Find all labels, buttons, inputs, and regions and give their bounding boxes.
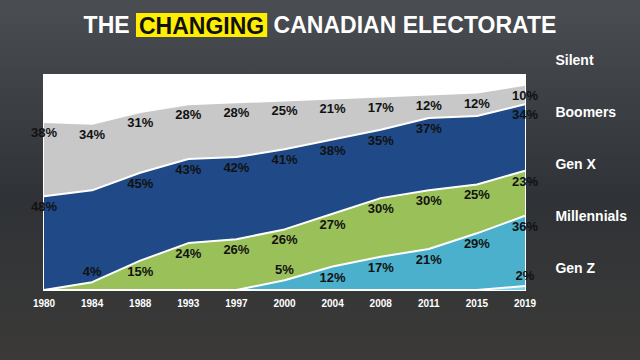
svg-text:23%: 23% [512,174,538,189]
svg-text:Millennials: Millennials [555,208,627,224]
svg-text:30%: 30% [416,193,442,208]
svg-text:41%: 41% [271,152,297,167]
svg-text:43%: 43% [175,162,201,177]
svg-text:2008: 2008 [370,298,393,309]
svg-text:2015: 2015 [466,298,489,309]
svg-text:26%: 26% [271,232,297,247]
svg-text:34%: 34% [512,107,538,122]
svg-text:1997: 1997 [225,298,248,309]
svg-text:2011: 2011 [418,298,440,309]
svg-text:CANADIAN: CANADIAN [274,12,397,38]
svg-text:THE: THE [84,12,130,38]
svg-text:26%: 26% [223,242,249,257]
svg-text:29%: 29% [464,236,490,251]
svg-text:2000: 2000 [273,298,296,309]
svg-text:30%: 30% [368,201,394,216]
svg-text:2019: 2019 [514,298,537,309]
svg-text:45%: 45% [127,176,153,191]
svg-text:36%: 36% [512,219,538,234]
svg-text:5%: 5% [275,262,294,277]
svg-text:21%: 21% [320,101,346,116]
svg-text:34%: 34% [79,127,105,142]
svg-text:38%: 38% [31,125,57,140]
svg-text:Gen X: Gen X [555,156,596,172]
svg-text:17%: 17% [368,260,394,275]
svg-text:21%: 21% [416,252,442,267]
svg-text:27%: 27% [320,217,346,232]
svg-text:17%: 17% [368,100,394,115]
svg-text:10%: 10% [512,88,538,103]
svg-text:12%: 12% [320,270,346,285]
svg-text:24%: 24% [175,246,201,261]
svg-text:25%: 25% [271,103,297,118]
svg-text:2004: 2004 [321,298,344,309]
svg-text:Gen Z: Gen Z [555,260,595,276]
svg-text:42%: 42% [223,160,249,175]
svg-text:Silent: Silent [555,52,593,68]
svg-text:35%: 35% [368,133,394,148]
svg-text:28%: 28% [223,105,249,120]
svg-text:Boomers: Boomers [555,104,616,120]
svg-text:1984: 1984 [81,298,104,309]
svg-text:4%: 4% [83,264,102,279]
svg-text:1993: 1993 [177,298,200,309]
svg-text:31%: 31% [127,115,153,130]
svg-text:48%: 48% [31,199,57,214]
svg-text:CHANGING: CHANGING [139,13,264,39]
svg-text:ELECTORATE: ELECTORATE [403,12,557,38]
svg-text:38%: 38% [320,143,346,158]
svg-text:12%: 12% [464,96,490,111]
svg-text:1980: 1980 [33,298,56,309]
svg-text:1988: 1988 [129,298,152,309]
svg-text:15%: 15% [127,264,153,279]
svg-text:2%: 2% [516,268,535,283]
svg-text:28%: 28% [175,107,201,122]
svg-text:25%: 25% [464,187,490,202]
svg-text:37%: 37% [416,121,442,136]
svg-text:12%: 12% [416,98,442,113]
